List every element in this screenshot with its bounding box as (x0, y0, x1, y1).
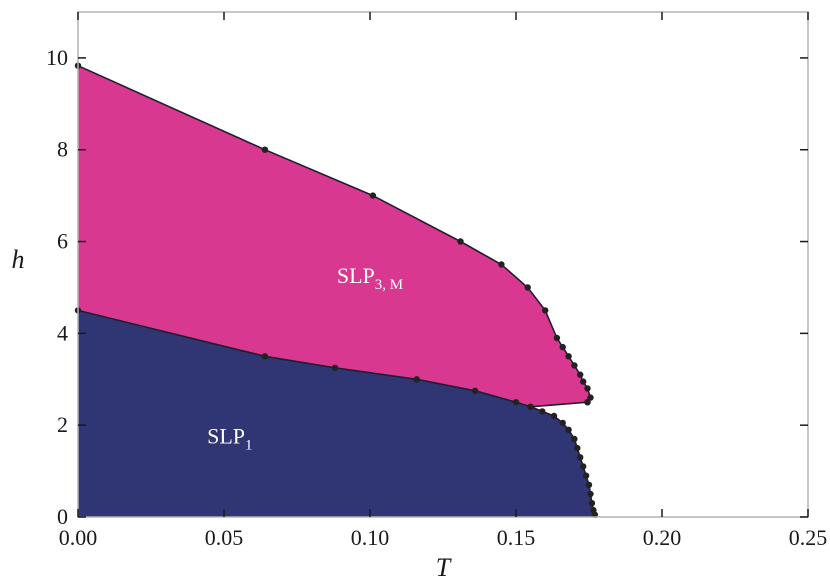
x-tick-label: 0.00 (59, 525, 98, 550)
data-point-s3-1 (527, 403, 534, 410)
data-point-s3-9 (580, 463, 587, 470)
data-point-s2-4 (413, 376, 420, 383)
region-label-2: SLP3, M (337, 263, 403, 293)
data-point-s1-9 (559, 343, 566, 351)
x-tick-label: 0.05 (205, 525, 244, 550)
data-point-s1-3 (369, 192, 377, 199)
data-point-s1-11 (571, 362, 578, 369)
region-label-main: SLP (337, 263, 375, 288)
data-point-s2-8 (584, 399, 591, 406)
data-point-s1-7 (542, 307, 549, 314)
data-point-s1-13 (580, 378, 587, 385)
data-point-s3-5 (565, 426, 572, 433)
ticks-layer (77, 12, 809, 518)
data-point-s1-2 (261, 146, 269, 153)
boundary-line-1 (77, 64, 592, 403)
region-label-1: SLP1 (207, 424, 252, 454)
data-point-s3-2 (539, 408, 546, 415)
data-point-s2-2 (261, 353, 269, 360)
data-point-s3-7 (574, 444, 581, 452)
tick-labels-layer: 0.00 0.05 0.10 0.15 0.20 0.25 0 2 4 6 8 10 (46, 45, 827, 550)
data-point-s3-3 (550, 412, 558, 420)
data-point-s3-4 (559, 419, 566, 427)
data-point-s3-8 (577, 454, 584, 461)
y-tick-label: 6 (57, 229, 68, 254)
data-point-s1-14 (584, 385, 591, 392)
data-point-s3-6 (571, 435, 578, 443)
y-tick-label: 0 (57, 504, 68, 529)
data-point-s1-12 (577, 371, 584, 378)
points-layer (74, 62, 598, 518)
data-point-s1-4 (457, 238, 464, 245)
data-point-s3-11 (585, 481, 593, 489)
data-point-s2-3 (331, 364, 339, 371)
y-tick-label: 10 (46, 45, 68, 70)
data-point-s1-6 (524, 284, 531, 291)
data-point-s1-8 (553, 334, 561, 342)
y-axis-label: h (12, 245, 25, 274)
x-tick-label: 0.25 (789, 525, 828, 550)
y-tick-label: 2 (57, 412, 68, 437)
data-point-s2-6 (512, 399, 520, 406)
region-label-subscript: 3, M (375, 277, 403, 293)
data-point-s1-5 (498, 261, 505, 268)
regions-layer (78, 65, 595, 517)
data-point-s3-12 (587, 490, 594, 498)
region-slp1-area (78, 310, 595, 517)
x-tick-label: 0.15 (497, 525, 536, 550)
plot-frame (77, 11, 809, 518)
x-axis-label: T (436, 553, 452, 582)
data-point-s3-10 (582, 472, 590, 479)
y-tick-label: 8 (57, 137, 68, 162)
y-tick-label: 4 (57, 320, 68, 345)
data-point-s1-10 (565, 353, 572, 360)
x-tick-label: 0.10 (351, 525, 390, 550)
region-label-main: SLP (207, 424, 245, 449)
data-point-s1-15 (587, 394, 594, 401)
data-point-s3-13 (588, 500, 596, 507)
data-point-s2-5 (471, 387, 479, 394)
region-slp3m-area (78, 65, 591, 407)
x-tick-label: 0.20 (643, 525, 682, 550)
region-label-subscript: 1 (245, 438, 253, 454)
